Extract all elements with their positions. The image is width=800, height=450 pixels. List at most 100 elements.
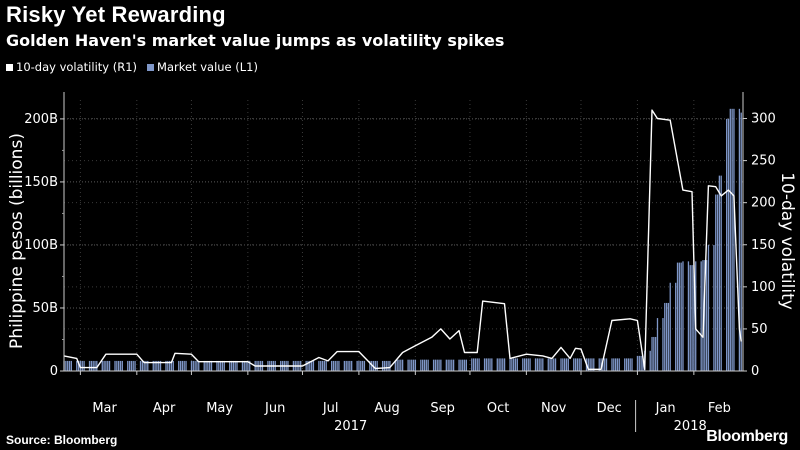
legend-item-market-value: Market value (L1) <box>147 60 258 74</box>
market-value-bar <box>676 262 679 371</box>
market-value-bar <box>356 360 358 371</box>
market-value-bar <box>598 358 600 371</box>
market-value-bar <box>553 358 555 371</box>
x-year-label: 2017 <box>334 419 367 434</box>
market-value-bar <box>414 359 417 371</box>
market-value-bar <box>349 360 351 371</box>
market-value-bar <box>485 358 488 371</box>
market-value-bar <box>116 360 118 371</box>
market-value-bar <box>547 358 549 371</box>
market-value-bar <box>498 358 500 371</box>
market-value-bar <box>527 358 529 371</box>
market-value-bar <box>713 244 715 371</box>
market-value-bar <box>636 355 639 371</box>
market-value-bar <box>631 358 633 371</box>
market-value-bar <box>738 108 741 372</box>
market-value-bar <box>542 358 544 371</box>
market-value-bar <box>76 360 78 371</box>
market-value-bar <box>181 360 184 371</box>
market-value-bar <box>605 358 608 371</box>
market-value-bar <box>245 360 247 371</box>
market-value-bar <box>88 360 91 371</box>
market-value-bar <box>509 358 511 371</box>
legend-item-volatility: 10-day volatility (R1) <box>6 60 137 74</box>
x-tick-label-month: Jun <box>264 401 285 416</box>
x-tick-label-month: Sep <box>430 401 455 416</box>
market-value-bar <box>664 302 666 371</box>
market-value-bar <box>422 359 424 371</box>
market-value-bar <box>707 244 710 371</box>
market-value-bar <box>249 360 251 371</box>
bloomberg-logo: Bloomberg <box>706 428 788 445</box>
market-value-bar <box>604 358 606 371</box>
market-value-bar <box>358 360 360 371</box>
x-tick-label-month: Apr <box>153 401 176 416</box>
market-value-bar <box>573 358 575 371</box>
market-value-bar <box>412 359 415 371</box>
market-value-bar <box>143 360 145 371</box>
market-value-bar <box>669 282 671 371</box>
market-value-bar <box>718 175 721 371</box>
market-value-bar <box>478 358 480 371</box>
x-tick-label-month: Dec <box>597 401 622 416</box>
market-value-bar <box>381 360 384 371</box>
market-value-bar <box>374 360 376 371</box>
market-value-bar <box>369 360 371 371</box>
market-value-bar <box>318 360 320 371</box>
market-value-bar <box>589 358 591 371</box>
market-value-bar <box>192 360 194 371</box>
market-value-bar <box>731 108 733 372</box>
market-value-bar <box>70 360 72 371</box>
market-value-bar <box>360 360 362 371</box>
market-value-bar <box>458 359 460 371</box>
market-value-bar <box>449 359 451 371</box>
legend-label-market-value: Market value (L1) <box>157 60 258 74</box>
market-value-bar <box>616 358 619 371</box>
market-value-bar <box>662 318 664 371</box>
market-value-bar <box>500 358 502 371</box>
market-value-bar <box>103 360 105 371</box>
market-value-bar <box>409 359 411 371</box>
market-value-bar <box>716 194 719 371</box>
market-value-bar <box>411 359 413 371</box>
market-value-bar <box>726 118 728 371</box>
market-value-bar <box>334 360 336 371</box>
market-value-bar <box>471 358 473 371</box>
x-tick-label-month: Jul <box>322 401 339 416</box>
y-tick-label-left: 150B <box>24 175 58 190</box>
market-value-bar <box>625 358 628 371</box>
market-value-bar <box>451 359 453 371</box>
market-value-bar <box>203 360 205 371</box>
market-value-bar <box>511 358 513 371</box>
source-note: Source: Bloomberg <box>6 433 118 447</box>
market-value-bar <box>460 359 462 371</box>
market-value-bar <box>534 358 537 371</box>
market-value-bar <box>476 358 478 371</box>
market-value-bar <box>207 360 209 371</box>
market-value-bar <box>600 358 602 371</box>
market-value-bar <box>387 360 389 371</box>
line-layer <box>63 109 742 370</box>
market-value-bar <box>205 360 207 371</box>
market-value-bar <box>525 358 528 371</box>
y-tick-label-left: 0 <box>50 364 58 379</box>
market-value-bar <box>740 112 742 372</box>
market-value-bar <box>523 358 526 371</box>
market-value-bar <box>210 360 213 371</box>
market-value-bar <box>81 360 83 371</box>
market-value-bar <box>502 358 504 371</box>
y-tick-label-left: 200B <box>24 112 58 127</box>
market-value-bar <box>529 358 531 371</box>
market-value-bar <box>427 359 429 371</box>
market-value-bar <box>229 360 231 371</box>
market-value-bar <box>624 358 626 371</box>
market-value-bar <box>682 261 684 371</box>
market-value-bar <box>385 360 387 371</box>
market-value-bar <box>94 360 96 371</box>
market-value-bar <box>159 360 162 371</box>
market-value-bar <box>489 358 491 371</box>
x-tick-label-month: Nov <box>541 401 567 416</box>
market-value-bar <box>132 360 134 371</box>
market-value-bar <box>715 194 717 371</box>
market-value-bar <box>487 358 489 371</box>
